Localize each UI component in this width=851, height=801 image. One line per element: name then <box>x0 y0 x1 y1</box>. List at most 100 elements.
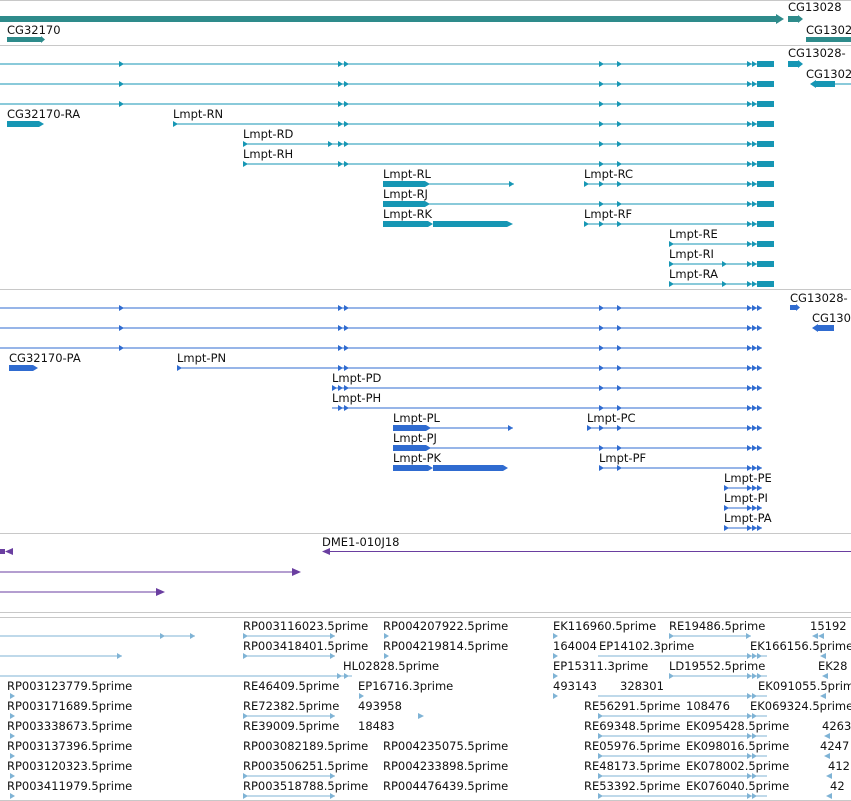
est-label[interactable]: RP004233898.5prime <box>383 759 508 773</box>
transcript-row[interactable] <box>0 101 774 107</box>
protein-label-pn[interactable]: Lmpt-PN <box>177 351 226 365</box>
est-label[interactable]: RP003171689.5prime <box>7 699 132 713</box>
est-label[interactable]: EP16716.3prime <box>358 679 453 693</box>
est-label[interactable]: 164004 <box>553 639 597 653</box>
est-label[interactable]: EK095428.5prime <box>686 719 789 733</box>
protein-label-pi[interactable]: Lmpt-PI <box>724 491 768 505</box>
protein-row[interactable] <box>0 305 762 311</box>
est-label[interactable]: RE46409.5prime <box>243 679 339 693</box>
transcript-label-rl[interactable]: Lmpt-RL <box>383 167 432 181</box>
transcript-lmpt-rl[interactable]: Lmpt-RL <box>383 167 514 187</box>
protein-lmpt-pc[interactable]: Lmpt-PC <box>587 411 762 431</box>
est-label[interactable]: RP003120323.5prime <box>7 759 132 773</box>
protein-lmpt-pi[interactable]: Lmpt-PI <box>724 491 768 511</box>
transcript-lmpt-rd[interactable]: Lmpt-RD <box>243 127 774 147</box>
est-label[interactable]: 15192 <box>810 619 847 633</box>
protein-label-pl[interactable]: Lmpt-PL <box>393 411 441 425</box>
est-label[interactable]: 493143 <box>553 679 597 693</box>
transcript-label-rd[interactable]: Lmpt-RD <box>243 127 294 141</box>
protein-lmpt-pn[interactable]: Lmpt-PN <box>177 351 762 371</box>
est-label[interactable]: RP003123779.5prime <box>7 679 132 693</box>
protein-lmpt-pd[interactable]: Lmpt-PD <box>332 371 762 391</box>
transcript-label-rh[interactable]: Lmpt-RH <box>243 147 293 161</box>
est-label[interactable]: RP004476439.5prime <box>383 779 508 793</box>
protein-lmpt-pa[interactable]: Lmpt-PA <box>724 511 772 531</box>
est-label[interactable]: EP14102.3prime <box>599 639 694 653</box>
est-label[interactable]: RP003137396.5prime <box>7 739 132 753</box>
est-label[interactable]: RE56291.5prime <box>584 699 680 713</box>
transcript-lmpt-ri[interactable]: Lmpt-RI <box>669 247 774 267</box>
protein-lmpt-pe[interactable]: Lmpt-PE <box>724 471 772 491</box>
protein-label-pf[interactable]: Lmpt-PF <box>599 451 646 465</box>
clone-track[interactable]: DME1-010J18 <box>0 535 851 596</box>
est-track[interactable]: RP003116023.5prime RP004207922.5prime EK… <box>0 619 851 799</box>
transcript-lmpt-rk[interactable]: Lmpt-RK <box>383 207 513 227</box>
protein-row[interactable] <box>0 345 762 351</box>
est-label[interactable]: 4247 <box>820 739 849 753</box>
protein-label-pk[interactable]: Lmpt-PK <box>393 451 442 465</box>
transcript-label-cg32170-ra[interactable]: CG32170-RA <box>7 107 80 121</box>
transcript-lmpt-rn[interactable]: Lmpt-RN <box>173 107 774 127</box>
gene-label-cg32170[interactable]: CG32170 <box>7 23 61 37</box>
est-label[interactable]: RE69348.5prime <box>584 719 680 733</box>
est-label[interactable]: EK116960.5prime <box>553 619 656 633</box>
est-label[interactable]: 42 <box>830 779 845 793</box>
transcript-track[interactable]: CG13028- CG1302 CG32170-RA Lmpt-RN <box>0 46 851 287</box>
transcript-row[interactable] <box>0 81 774 87</box>
transcript-label-cg13028[interactable]: CG13028- <box>788 46 846 60</box>
gene-track[interactable]: CG13028 CG32170 CG1302 <box>0 0 851 43</box>
est-label[interactable]: RP004207922.5prime <box>383 619 508 633</box>
protein-label-pd[interactable]: Lmpt-PD <box>332 371 382 385</box>
transcript-label-re[interactable]: Lmpt-RE <box>669 227 718 241</box>
est-label[interactable]: EK166156.5prime <box>750 639 851 653</box>
est-label[interactable]: RP003418401.5prime <box>243 639 368 653</box>
protein-label-pe[interactable]: Lmpt-PE <box>724 471 772 485</box>
est-label[interactable]: 493958 <box>358 699 402 713</box>
transcript-lmpt-rh[interactable]: Lmpt-RH <box>243 147 774 167</box>
est-label[interactable]: EK098016.5prime <box>686 739 789 753</box>
transcript-label-rj[interactable]: Lmpt-RJ <box>383 187 428 201</box>
est-label[interactable]: RE39009.5prime <box>243 719 339 733</box>
transcript-lmpt-ra[interactable]: Lmpt-RA <box>669 267 774 287</box>
est-label[interactable]: EK069324.5prime <box>750 699 851 713</box>
est-label[interactable]: HL02828.5prime <box>343 659 439 673</box>
protein-label-pa[interactable]: Lmpt-PA <box>724 511 772 525</box>
est-label[interactable]: EK078002.5prime <box>686 759 789 773</box>
transcript-label-rc[interactable]: Lmpt-RC <box>584 167 633 181</box>
protein-label-pj[interactable]: Lmpt-PJ <box>393 431 437 445</box>
est-label[interactable]: EK091055.5prime <box>758 679 851 693</box>
transcript-row[interactable] <box>0 61 774 67</box>
transcript-lmpt-rj[interactable]: Lmpt-RJ <box>383 187 774 207</box>
protein-row[interactable] <box>0 325 762 331</box>
protein-lmpt-pk[interactable]: Lmpt-PK <box>393 451 508 471</box>
protein-label-cg32170-pa[interactable]: CG32170-PA <box>9 351 81 365</box>
protein-lmpt-pf[interactable]: Lmpt-PF <box>599 451 762 471</box>
transcript-lmpt-re[interactable]: Lmpt-RE <box>669 227 774 247</box>
gene-label-cg1302[interactable]: CG1302 <box>806 23 851 37</box>
protein-lmpt-ph[interactable]: Lmpt-PH <box>332 391 762 411</box>
transcript-label-cg1302[interactable]: CG1302 <box>806 67 851 81</box>
est-label[interactable]: RE05976.5prime <box>584 739 680 753</box>
transcript-lmpt-rc[interactable]: Lmpt-RC <box>584 167 774 187</box>
est-label[interactable]: RP003506251.5prime <box>243 759 368 773</box>
est-label[interactable]: EK28 <box>818 659 847 673</box>
est-label[interactable]: RP003082189.5prime <box>243 739 368 753</box>
protein-track[interactable]: CG13028- CG130 CG32170-PA Lmpt-PN Lmpt-P… <box>0 291 851 531</box>
est-label[interactable]: RP003518788.5prime <box>243 779 368 793</box>
transcript-label-rk[interactable]: Lmpt-RK <box>383 207 433 221</box>
est-label[interactable]: RE19486.5prime <box>669 619 765 633</box>
transcript-lmpt-rf[interactable]: Lmpt-RF <box>584 207 774 227</box>
est-label[interactable]: RE48173.5prime <box>584 759 680 773</box>
est-label[interactable]: 412 <box>828 759 850 773</box>
protein-label-ph[interactable]: Lmpt-PH <box>332 391 381 405</box>
est-label[interactable]: RP003116023.5prime <box>243 619 368 633</box>
transcript-label-rn[interactable]: Lmpt-RN <box>173 107 223 121</box>
est-label[interactable]: RE72382.5prime <box>243 699 339 713</box>
est-label[interactable]: 18483 <box>358 719 395 733</box>
est-label[interactable]: LD19552.5prime <box>669 659 765 673</box>
protein-lmpt-pl[interactable]: Lmpt-PL <box>393 411 513 431</box>
clone-label-dme1[interactable]: DME1-010J18 <box>322 535 400 549</box>
est-label[interactable]: RP003338673.5prime <box>7 719 132 733</box>
est-label[interactable]: EK076040.5prime <box>686 779 789 793</box>
gene-label-cg13028[interactable]: CG13028 <box>788 0 842 14</box>
